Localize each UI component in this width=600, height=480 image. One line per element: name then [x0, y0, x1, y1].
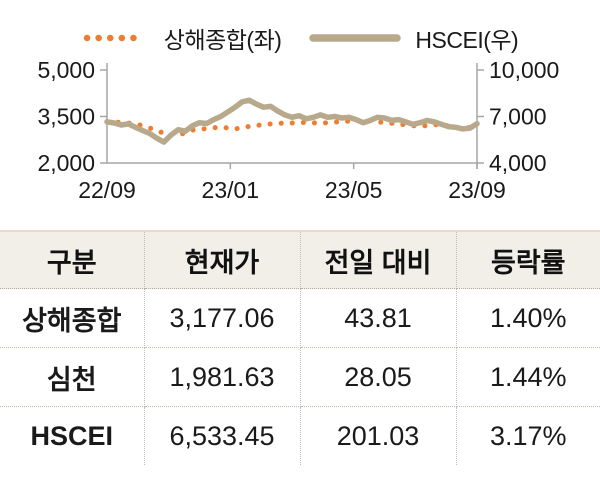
table-cell: 28.05: [300, 347, 457, 407]
legend-label-shanghai: 상해종합(좌): [163, 27, 282, 53]
row-label: HSCEI: [0, 406, 145, 465]
table-cell: 1.44%: [456, 347, 600, 407]
table-cell: 43.81: [300, 288, 457, 348]
left-axis-label: 2,000: [37, 150, 95, 176]
left-axis-label: 5,000: [37, 58, 95, 83]
table-cell: 3.17%: [456, 406, 600, 465]
quote-table-header: 구분 현재가 전일 대비 등락률: [0, 231, 600, 289]
right-axis-label: 4,000: [489, 150, 547, 176]
right-axis-label: 10,000: [489, 58, 559, 83]
hscei-legend-marker-icon: [309, 34, 402, 42]
column-header: 구분: [0, 231, 145, 289]
table-cell: 201.03: [300, 406, 457, 465]
table-cell: 1.40%: [456, 288, 600, 348]
table-row: HSCEI 6,533.45 201.03 3.17%: [0, 406, 600, 465]
table-row: 상해종합 3,177.06 43.81 1.40%: [0, 288, 600, 348]
table-cell: 6,533.45: [144, 406, 301, 465]
chart-legend: 상해종합(좌) HSCEI(우): [0, 0, 600, 54]
legend-label-hscei: HSCEI(우): [415, 27, 519, 53]
left-axis-label: 3,500: [37, 104, 95, 130]
right-axis-label: 7,000: [489, 104, 547, 130]
legend-item-shanghai: 상해종합(좌): [82, 21, 282, 55]
table-cell: 3,177.06: [144, 288, 301, 348]
x-axis-label: 23/05: [325, 177, 383, 203]
x-axis-label: 23/01: [202, 177, 260, 203]
shanghai-legend-marker-icon: [83, 34, 149, 42]
dual-axis-line-chart: 5,000 3,500 2,000 10,000 7,000 4,000 22/09 23/0…: [37, 58, 559, 203]
quote-table: 구분 현재가 전일 대비 등락률 상해종합 3,177.06 43.81 1.40% 심천 1,…: [0, 230, 600, 465]
x-axis-label: 22/09: [78, 177, 136, 203]
column-header: 등락률: [456, 231, 600, 289]
row-label: 상해종합: [0, 288, 145, 348]
hscei-series-line: [104, 97, 480, 145]
table-row: 심천 1,981.63 28.05 1.44%: [0, 347, 600, 407]
column-header: 현재가: [144, 231, 301, 289]
column-header: 전일 대비: [300, 231, 457, 289]
x-axis-label: 23/09: [448, 177, 506, 203]
row-label: 심천: [0, 347, 145, 407]
legend-item-hscei: HSCEI(우): [309, 21, 519, 55]
table-cell: 1,981.63: [144, 347, 301, 407]
